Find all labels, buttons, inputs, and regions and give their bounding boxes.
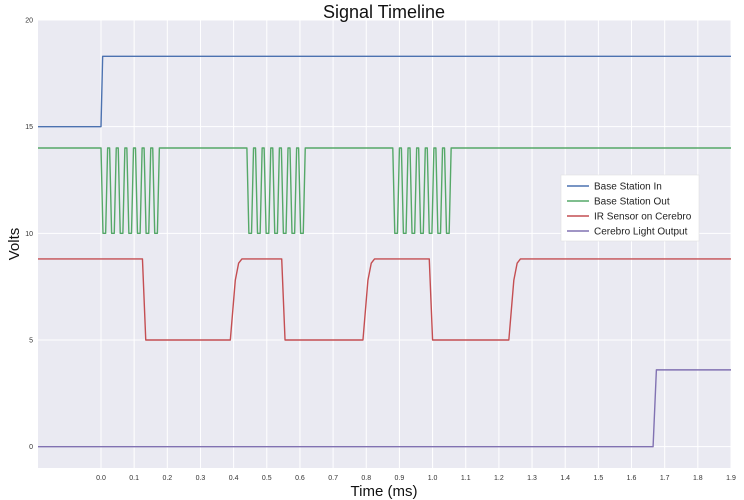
x-tick-label: 0.4 xyxy=(229,475,239,482)
legend-label: Base Station In xyxy=(594,182,662,193)
x-tick-label: 0.0 xyxy=(96,475,106,482)
legend-label: Cerebro Light Output xyxy=(594,227,688,238)
x-tick-label: 1.0 xyxy=(428,475,438,482)
legend-label: Base Station Out xyxy=(594,197,670,208)
legend: Base Station In Base Station Out IR Sensor… xyxy=(560,174,700,242)
x-tick-label: 0.6 xyxy=(295,475,305,482)
x-tick-label: 1.9 xyxy=(726,475,736,482)
series-line-1 xyxy=(38,55,731,128)
y-axis-label: Volts xyxy=(6,228,23,261)
y-tick-label: 15 xyxy=(25,124,33,131)
x-tick-label: 1.2 xyxy=(494,475,504,482)
x-axis-label: Time (ms) xyxy=(351,483,418,500)
y-tick-label: 5 xyxy=(29,338,33,345)
x-tick-label: 0.2 xyxy=(162,475,172,482)
x-tick-label: 0.8 xyxy=(361,475,371,482)
x-tick-label: 1.3 xyxy=(527,475,537,482)
x-tick-label: 1.4 xyxy=(560,475,570,482)
y-tick-label: 0 xyxy=(29,444,33,451)
x-tick-label: 0.3 xyxy=(196,475,206,482)
x-tick-label: 0.9 xyxy=(395,475,405,482)
x-tick-label: 0.5 xyxy=(262,475,272,482)
x-tick-labels: 0.0 0.1 0.2 0.3 0.4 0.5 0.6 0.7 0.8 0.9 1.0 1.1 1.2 1… xyxy=(96,475,736,482)
x-tick-label: 0.7 xyxy=(328,475,338,482)
x-tick-label: 1.8 xyxy=(693,475,703,482)
series-layer xyxy=(38,55,731,448)
plot-background xyxy=(38,20,731,468)
series-line-3 xyxy=(38,258,731,341)
x-tick-label: 0.1 xyxy=(129,475,139,482)
y-tick-label: 20 xyxy=(25,18,33,25)
y-tick-label: 10 xyxy=(25,231,33,238)
y-tick-labels: 0 5 10 15 20 xyxy=(25,18,33,452)
x-tick-label: 1.6 xyxy=(627,475,637,482)
legend-label: IR Sensor on Cerebro xyxy=(594,212,692,223)
x-tick-label: 1.1 xyxy=(461,475,471,482)
chart-title: Signal Timeline xyxy=(323,2,445,22)
x-tick-label: 1.7 xyxy=(660,475,670,482)
x-tick-label: 1.5 xyxy=(594,475,604,482)
series-line-2 xyxy=(38,147,731,235)
series-line-4 xyxy=(38,369,731,448)
